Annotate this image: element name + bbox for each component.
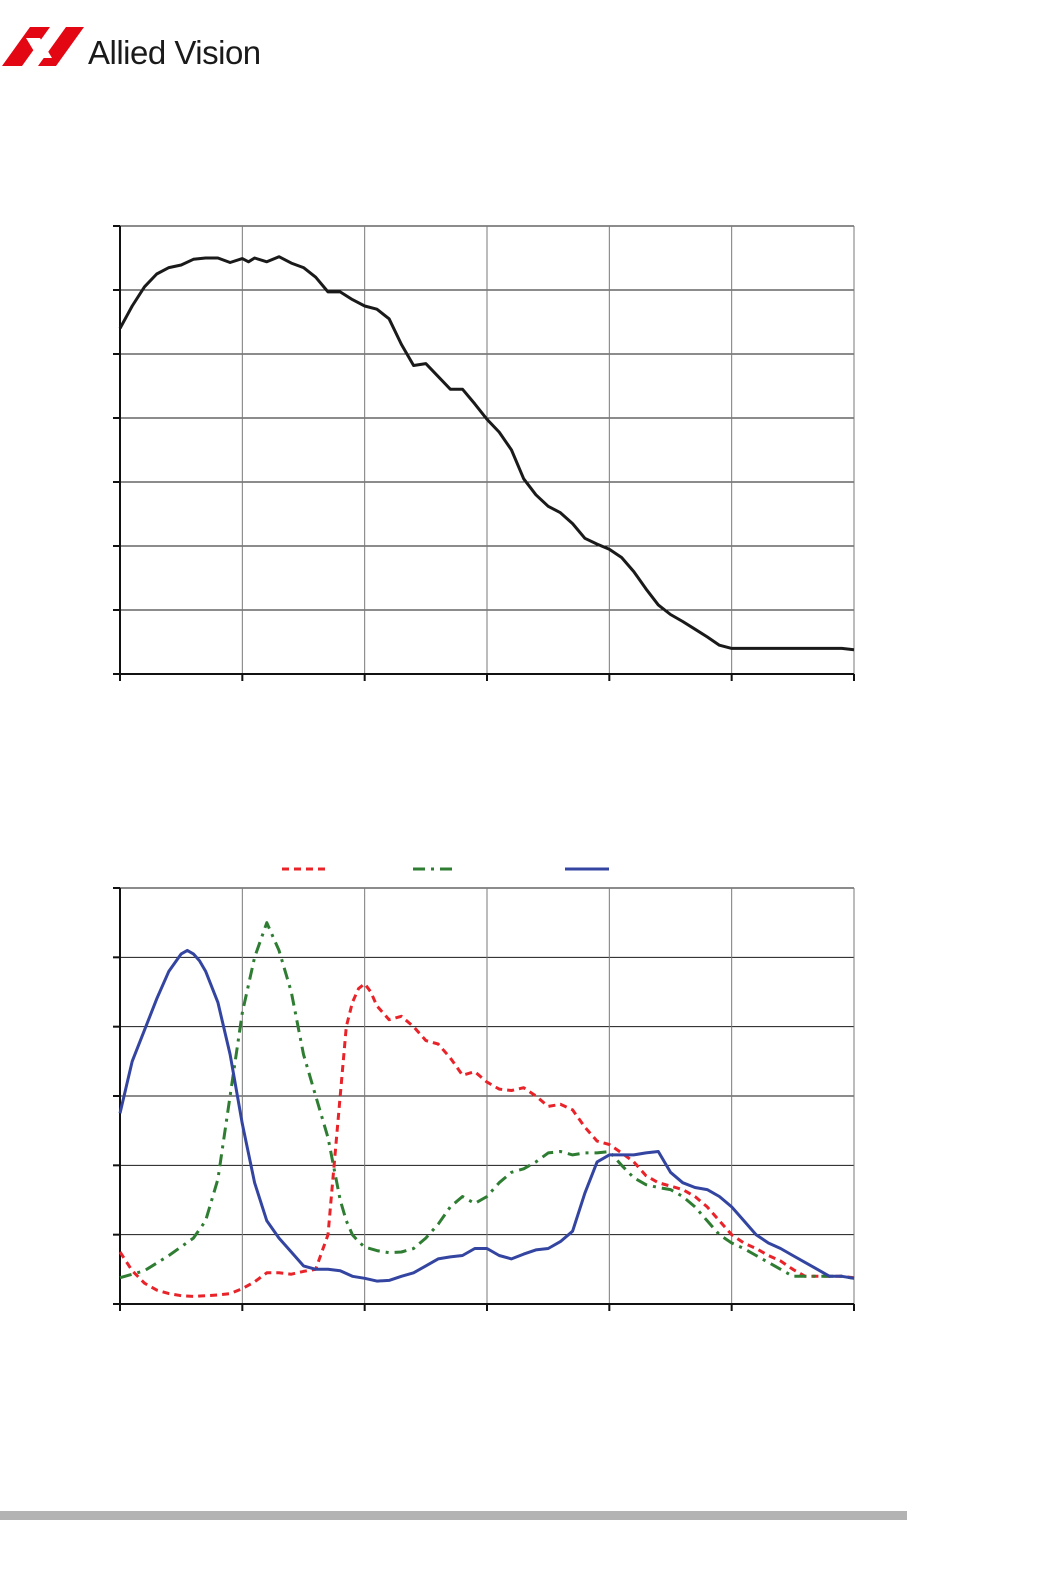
chart-1-grid [120, 225, 855, 674]
chart-2-series-1-line [118, 982, 855, 1298]
brand-logo: Allied Vision [0, 22, 300, 82]
chart-1-series-1-line [118, 255, 855, 652]
allied-vision-logo-icon [2, 27, 84, 66]
chart-1 [113, 225, 855, 681]
chart-1-axes [113, 225, 855, 681]
chart-2 [113, 867, 855, 1311]
chart-2-grid [120, 887, 855, 1304]
logo-mark-bridge-shape [26, 38, 52, 58]
footer-divider-bar [0, 1511, 907, 1520]
chart-2-series-2-line [119, 921, 855, 1280]
logo-mark-left-shape [2, 27, 50, 66]
chart-1-series [118, 255, 855, 652]
chart-2-axes [113, 887, 855, 1311]
brand-name: Allied Vision [88, 34, 261, 71]
chart-2-series-3-line [118, 948, 855, 1283]
chart-2-series [118, 921, 855, 1298]
